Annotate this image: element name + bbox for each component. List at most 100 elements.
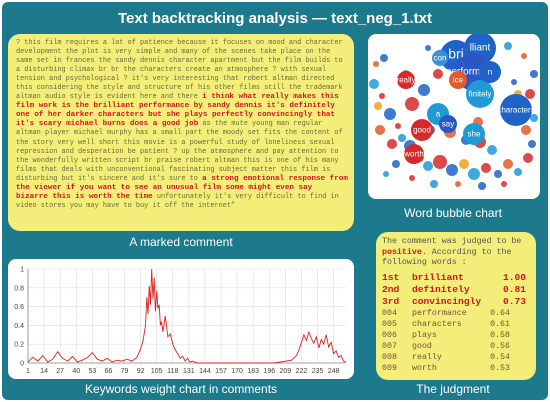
rank-word: performance (412, 309, 467, 318)
x-tick-label: 235 (312, 368, 324, 375)
word-bubble-label: bri (448, 46, 464, 62)
x-tick-label: 14 (40, 368, 48, 375)
bubble-dot (409, 175, 415, 181)
word-bubble (439, 115, 457, 133)
weight-line-chart: 10.80.60.40.201 14 27 40 53 66 79 92 105 118 131 14… (14, 267, 347, 375)
rank-number: 007 (382, 342, 397, 351)
x-tick-label: 209 (280, 368, 292, 375)
bubble-chart-panel: bri lliant performance con finitely really ice… (368, 34, 540, 199)
rank-score: 0.61 (490, 320, 510, 329)
bubble-dot (459, 159, 469, 169)
y-tick-label: 1 (20, 267, 24, 274)
bubble-dot (530, 70, 538, 78)
comment-text: ? this film requires a lot of patience b… (16, 39, 348, 211)
bubble-chart: bri lliant performance con finitely really ice… (369, 34, 538, 190)
bubble-dot (369, 79, 379, 89)
bubble-dot (392, 160, 400, 168)
y-tick-label: 0.6 (14, 304, 24, 311)
rank-word: characters (412, 320, 462, 329)
judgment-intro-text: The comment was judged to be (382, 237, 522, 246)
rank-word: good (412, 342, 432, 351)
y-tick-label: 0.8 (14, 285, 24, 292)
rank-score: 0.73 (502, 296, 526, 307)
rank-number: 3rd (382, 296, 400, 307)
bubble-dot (528, 140, 536, 148)
word-bubble (397, 71, 415, 89)
rank-number: 2nd (382, 284, 400, 295)
bubble-dot (383, 171, 389, 177)
rank-score: 0.56 (490, 342, 510, 351)
word-bubble-label: lliant (470, 43, 491, 54)
word-bubble-label: good (413, 126, 431, 135)
rank-number: 005 (382, 320, 397, 329)
x-tick-label: 157 (215, 368, 227, 375)
bubble-dot (468, 168, 480, 180)
bubble-dot (380, 54, 388, 62)
bubble-dot (521, 125, 531, 135)
x-tick-label: 53 (88, 368, 96, 375)
bubble-dot (523, 153, 533, 163)
bubble-dot (405, 97, 419, 111)
judgment-caption: The judgment (416, 382, 490, 396)
comment-segment: unfortunately it's very difficult to fin… (16, 192, 339, 210)
x-tick-label: 131 (183, 368, 195, 375)
bubble-dot (487, 145, 497, 155)
rank-word: definitely (412, 284, 470, 295)
bubble-dot (375, 125, 385, 135)
rank-number: 004 (382, 309, 397, 318)
bubble-dot (425, 45, 431, 51)
comment-segment: as the mute young man regular altman pla… (16, 120, 343, 183)
bubble-dot (494, 170, 502, 178)
bubble-dot (525, 89, 535, 99)
x-tick-label: 144 (199, 368, 211, 375)
rank-score: 0.64 (490, 309, 510, 318)
bubble-dot (478, 182, 486, 190)
rank-row: 004 performance 0.64 (382, 309, 530, 320)
word-bubble (466, 80, 494, 108)
rank-row: 1st brilliant 1.00 (382, 272, 530, 284)
rank-row: 007 good 0.56 (382, 342, 530, 353)
rank-word: brilliant (412, 272, 464, 283)
rank-row: 2nd definitely 0.81 (382, 284, 530, 296)
rank-row: 005 characters 0.61 (382, 320, 530, 331)
word-bubble (404, 144, 424, 164)
x-tick-label: 92 (137, 368, 145, 375)
bubble-dot (430, 180, 438, 188)
rank-score: 0.53 (490, 364, 510, 373)
bubble-dot (446, 164, 458, 176)
word-bubble-label: say (442, 120, 454, 129)
bubble-dot (384, 108, 396, 120)
bubble-dot (455, 181, 461, 187)
rank-score: 1.00 (502, 272, 526, 283)
rank-number: 006 (382, 331, 397, 340)
bubble-dot (395, 123, 401, 129)
x-tick-label: 27 (56, 368, 64, 375)
rank-row: 006 plays 0.58 (382, 331, 530, 342)
word-bubble-label: she (468, 130, 481, 139)
bubble-dot (501, 181, 507, 187)
y-tick-label: 0.4 (14, 323, 24, 330)
word-bubble-label: finitely (469, 90, 492, 99)
rank-word: really (412, 353, 442, 362)
rank-score: 0.58 (490, 331, 510, 340)
weight-series-line (27, 268, 347, 364)
word-bubble-label: characters (497, 106, 534, 115)
x-tick-label: 196 (263, 368, 275, 375)
word-bubble (500, 94, 532, 126)
bubble-dot (514, 168, 522, 176)
word-bubble-label: ice (453, 76, 464, 85)
comment-highlight: a strong emotional response from the vie… (16, 174, 348, 201)
bubble-dot (373, 61, 379, 67)
bubble-dot (503, 159, 513, 169)
word-bubble (411, 119, 433, 141)
bubble-dot (374, 102, 382, 110)
x-tick-label: 40 (72, 368, 80, 375)
rank-row: 008 really 0.54 (382, 353, 530, 364)
rank-number: 1st (382, 272, 400, 283)
rank-word: convincingly (412, 296, 482, 307)
word-bubble-label: really (396, 76, 415, 85)
word-bubble-label: a (436, 110, 441, 119)
x-tick-label: 105 (151, 368, 163, 375)
word-bubble (432, 50, 448, 66)
